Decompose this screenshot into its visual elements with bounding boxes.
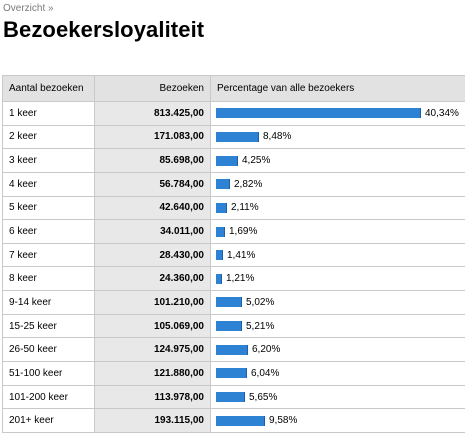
visits-value: 34.011,00 [94,219,211,244]
visits-value: 813.425,00 [94,101,211,126]
percentage-bar [216,273,222,284]
percentage-value: 4,25% [242,155,271,167]
percentage-bar [216,108,421,119]
percentage-cell: 4,25% [210,148,465,173]
table-row: 8 keer 24.360,00 1,21% [2,266,465,292]
visits-value: 101.210,00 [94,290,211,315]
visit-count-label: 4 keer [2,171,95,197]
percentage-bar [216,321,242,332]
table-row: 3 keer 85.698,00 4,25% [2,148,465,173]
table-row: 1 keer 813.425,00 40,34% [2,101,465,126]
percentage-value: 8,48% [263,131,292,143]
table-row: 5 keer 42.640,00 2,11% [2,195,465,221]
percentage-value: 1,41% [227,249,256,261]
visit-count-label: 201+ keer [2,408,95,433]
percentage-cell: 8,48% [210,124,465,150]
percentage-value: 40,34% [425,107,459,119]
breadcrumb-link-overview[interactable]: Overzicht [3,3,46,14]
visits-value: 193.115,00 [94,408,211,433]
table-row: 9-14 keer 101.210,00 5,02% [2,290,465,315]
visits-value: 28.430,00 [94,242,211,268]
percentage-bar [216,131,259,142]
breadcrumb-separator: » [48,3,54,14]
table-row: 15-25 keer 105.069,00 5,21% [2,313,465,339]
visit-count-label: 15-25 keer [2,313,95,339]
visits-value: 121.880,00 [94,361,211,386]
table-row: 4 keer 56.784,00 2,82% [2,171,465,197]
visit-count-label: 6 keer [2,219,95,244]
percentage-cell: 6,20% [210,337,465,363]
percentage-cell: 9,58% [210,408,465,433]
percentage-value: 6,04% [251,367,280,379]
percentage-value: 1,69% [229,226,258,238]
percentage-cell: 6,04% [210,361,465,386]
column-header-count[interactable]: Aantal bezoeken [2,75,95,102]
page-title: Bezoekersloyaliteit [3,17,205,42]
percentage-value: 1,21% [226,273,255,285]
visit-count-label: 26-50 keer [2,337,95,363]
visit-count-label: 51-100 keer [2,361,95,386]
visits-value: 42.640,00 [94,195,211,221]
percentage-cell: 40,34% [210,101,465,126]
visit-count-label: 1 keer [2,101,95,126]
visits-value: 105.069,00 [94,313,211,339]
percentage-value: 2,82% [234,178,263,190]
percentage-value: 5,21% [246,320,275,332]
percentage-bar [216,226,225,237]
table-header-row: Aantal bezoeken Bezoeken Percentage van … [2,75,465,102]
table-body: 1 keer 813.425,00 40,34% 2 keer 171.083,00 8,… [2,101,465,433]
table-row: 7 keer 28.430,00 1,41% [2,242,465,268]
percentage-value: 9,58% [269,415,298,427]
percentage-bar [216,202,227,213]
percentage-cell: 2,82% [210,171,465,197]
percentage-cell: 1,21% [210,266,465,292]
loyalty-table: Aantal bezoeken Bezoeken Percentage van … [2,75,465,433]
visits-value: 171.083,00 [94,124,211,150]
percentage-bar [216,344,248,355]
table-row: 6 keer 34.011,00 1,69% [2,219,465,244]
percentage-cell: 5,65% [210,384,465,410]
visit-count-label: 3 keer [2,148,95,173]
percentage-value: 6,20% [252,344,281,356]
percentage-bar [216,415,265,426]
visits-value: 85.698,00 [94,148,211,173]
visit-count-label: 5 keer [2,195,95,221]
breadcrumb: Overzicht » [3,3,54,14]
table-row: 201+ keer 193.115,00 9,58% [2,408,465,433]
percentage-cell: 1,41% [210,242,465,268]
percentage-value: 5,65% [249,391,278,403]
column-header-visits[interactable]: Bezoeken [94,75,211,102]
column-header-percent[interactable]: Percentage van alle bezoekers [210,75,465,102]
percentage-bar [216,392,245,402]
visits-value: 56.784,00 [94,171,211,197]
visit-count-label: 2 keer [2,124,95,150]
visits-value: 113.978,00 [94,384,211,410]
percentage-bar [216,250,223,261]
visit-count-label: 101-200 keer [2,384,95,410]
percentage-value: 5,02% [246,296,275,308]
percentage-bar [216,179,230,190]
table-row: 101-200 keer 113.978,00 5,65% [2,384,465,410]
visits-value: 24.360,00 [94,266,211,292]
table-row: 51-100 keer 121.880,00 6,04% [2,361,465,386]
percentage-cell: 1,69% [210,219,465,244]
percentage-cell: 5,21% [210,313,465,339]
visit-count-label: 8 keer [2,266,95,292]
table-row: 2 keer 171.083,00 8,48% [2,124,465,150]
percentage-value: 2,11% [231,202,259,214]
percentage-cell: 5,02% [210,290,465,315]
percentage-cell: 2,11% [210,195,465,221]
percentage-bar [216,368,247,379]
percentage-bar [216,155,238,166]
table-row: 26-50 keer 124.975,00 6,20% [2,337,465,363]
visits-value: 124.975,00 [94,337,211,363]
visit-count-label: 9-14 keer [2,290,95,315]
visit-count-label: 7 keer [2,242,95,268]
percentage-bar [216,297,242,308]
